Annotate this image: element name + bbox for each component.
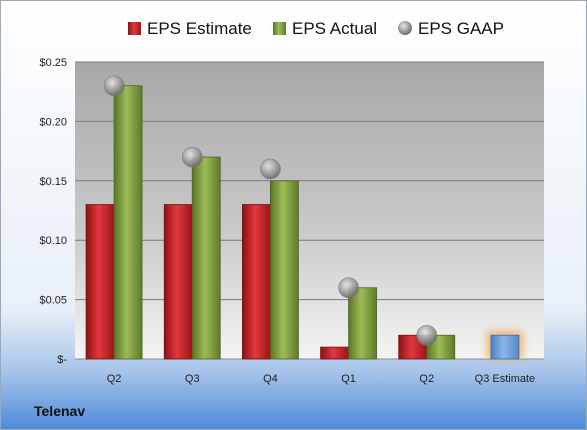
legend-item-eps-estimate: EPS Estimate [128,19,252,38]
bar-eps-actual [113,85,143,360]
y-tick-label: $0.05 [39,295,67,307]
x-tick-label: Q3 [185,373,200,385]
x-tick-label: Q3 Estimate [475,373,536,385]
legend-item-eps-gaap: EPS GAAP [398,19,504,38]
bar-eps-estimate [320,346,349,360]
legend-swatch-eps-actual [273,22,286,35]
point-eps-gaap [103,75,125,97]
y-axis-ticks: $- $0.05 $0.10 $0.15 $0.20 $0.25 [39,57,67,366]
x-tick-label: Q4 [263,373,278,385]
y-tick-label: $0.25 [39,57,67,69]
bars [85,75,523,360]
bar-eps-actual [348,287,377,360]
legend-label-eps-gaap: EPS GAAP [418,19,504,38]
bar-eps-actual [191,156,221,360]
point-eps-gaap [416,324,438,346]
bar-eps-actual [270,180,299,360]
legend-swatch-eps-estimate [128,22,141,35]
bar-eps-estimate [85,204,115,360]
plot-area [75,62,544,359]
y-tick-label: $0.10 [39,235,67,247]
legend: EPS Estimate EPS Actual EPS GAAP [128,19,504,38]
bar-eps-estimate [163,204,193,360]
y-tick-label: $0.15 [39,176,67,188]
x-axis-ticks: Q2 Q3 Q4 Q1 Q2 Q3 Estimate [107,373,535,385]
gridlines [75,61,544,360]
legend-label-eps-actual: EPS Actual [292,19,377,38]
x-tick-label: Q1 [341,373,356,385]
legend-item-eps-actual: EPS Actual [273,19,377,38]
x-tick-label: Q2 [107,373,122,385]
legend-swatch-eps-gaap [398,21,412,35]
bar-estimate-next [490,334,520,360]
point-eps-gaap [260,158,281,180]
y-tick-label: $0.20 [39,116,67,128]
point-eps-gaap [338,277,359,299]
bar-eps-estimate [242,204,271,360]
point-eps-gaap [181,146,203,168]
company-name: Telenav [34,403,85,419]
legend-label-eps-estimate: EPS Estimate [147,19,252,38]
x-tick-label: Q2 [419,373,434,385]
y-tick-label: $- [57,354,67,366]
